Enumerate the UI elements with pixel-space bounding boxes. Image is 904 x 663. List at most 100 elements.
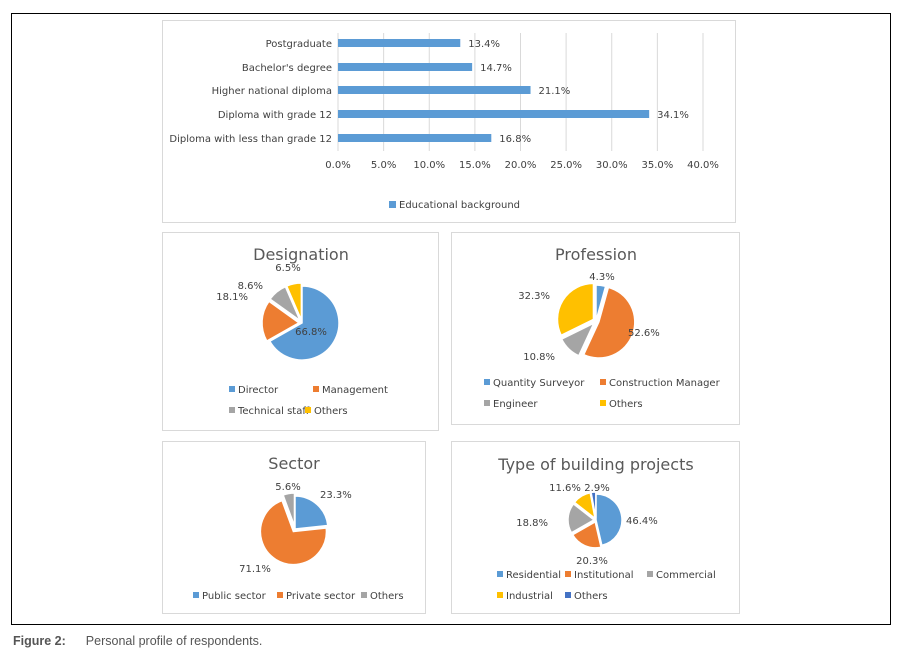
x-tick-label: 20.0% [505, 160, 537, 171]
legend-swatch [565, 592, 571, 598]
data-label: 4.3% [589, 272, 614, 283]
legend-swatch [361, 592, 367, 598]
category-label: Higher national diploma [212, 86, 332, 97]
data-label: 16.8% [499, 134, 531, 145]
bar [338, 86, 531, 94]
pie-slice [261, 300, 301, 343]
legend-label: Quantity Surveyor [493, 378, 585, 389]
pie-slice [269, 285, 302, 323]
data-label: 2.9% [584, 483, 609, 494]
legend-swatch [484, 379, 490, 385]
x-tick-label: 5.0% [371, 160, 396, 171]
data-label: 18.1% [216, 292, 248, 303]
legend-swatch [497, 592, 503, 598]
legend-label: Others [314, 406, 348, 417]
legend-label: Others [609, 399, 643, 410]
x-tick-label: 35.0% [641, 160, 673, 171]
legend-swatch [647, 571, 653, 577]
data-label: 11.6% [549, 483, 581, 494]
legend-label: Others [574, 591, 608, 602]
pie-slice [573, 491, 597, 521]
legend-swatch [565, 571, 571, 577]
x-tick-label: 25.0% [550, 160, 582, 171]
data-label: 18.8% [516, 518, 548, 529]
building-projects-pie-svg: Type of building projects 46.4% 20.3% 18.8%… [497, 455, 716, 602]
category-label: Diploma with less than grade 12 [169, 134, 332, 145]
data-label: 23.3% [320, 490, 352, 501]
legend-swatch [313, 386, 319, 392]
legend-swatch [389, 201, 396, 208]
caption-text: Personal profile of respondents. [85, 634, 263, 648]
category-label: Postgraduate [266, 39, 332, 50]
pie-slice [268, 285, 340, 361]
chart-title: Profession [555, 245, 637, 264]
legend-swatch [193, 592, 199, 598]
data-label: 66.8% [295, 327, 327, 338]
legend-label: Engineer [493, 399, 538, 410]
data-label: 32.3% [518, 291, 550, 302]
data-label: 52.6% [628, 328, 660, 339]
legend-label: Public sector [202, 591, 267, 602]
legend-swatch [305, 407, 311, 413]
legend-label: Commercial [656, 570, 716, 581]
legend-swatch [484, 400, 490, 406]
data-label: 20.3% [576, 556, 608, 567]
chart-title: Designation [253, 245, 349, 264]
figure-frame [11, 13, 891, 625]
legend-label: Management [322, 385, 388, 396]
pie-slice [590, 491, 597, 519]
legend-swatch [600, 400, 606, 406]
pie-slice [571, 520, 602, 549]
pie-slice [595, 284, 607, 322]
pie-slice [282, 492, 296, 527]
pie-slice [259, 499, 328, 566]
data-label: 14.7% [480, 63, 512, 74]
legend-swatch [229, 407, 235, 413]
profession-pie-svg: Profession 4.3% 52.6% 10.8% 32.3% Quantity Su… [484, 245, 721, 410]
data-label: 71.1% [239, 564, 271, 575]
data-label: 34.1% [657, 110, 689, 121]
legend-label: Institutional [574, 570, 634, 581]
legend-label: Industrial [506, 591, 553, 602]
pie-slice [294, 495, 329, 530]
bar [338, 63, 473, 71]
x-tick-label: 15.0% [459, 160, 491, 171]
bar-chart-svg: 0.0% 5.0% 10.0% 15.0% 20.0% 25.0% 30.0% 35.0% 40… [169, 33, 719, 211]
pie-slice [560, 321, 596, 357]
x-tick-label: 30.0% [596, 160, 628, 171]
x-tick-label: 0.0% [325, 160, 350, 171]
data-label: 5.6% [275, 482, 300, 493]
legend-label: Educational background [399, 200, 520, 211]
data-label: 6.5% [275, 263, 300, 274]
pie-slice [595, 493, 623, 547]
legend-label: Others [370, 591, 404, 602]
profession-chart: Profession 4.3% 52.6% 10.8% 32.3% Quantity Su… [451, 232, 740, 425]
sector-chart: Sector 23.3% 71.1% 5.6% Public sector Private… [162, 441, 426, 614]
legend-label: Residential [506, 570, 561, 581]
designation-chart: Designation 66.8% 18.1% 8.6% 6.5% Director Man… [162, 232, 439, 431]
caption-label: Figure 2: [13, 634, 66, 648]
category-label: Diploma with grade 12 [218, 110, 332, 121]
figure-caption: Figure 2: Personal profile of respondents… [13, 634, 262, 648]
bar [338, 110, 650, 118]
legend-swatch [497, 571, 503, 577]
data-label: 46.4% [626, 516, 658, 527]
pie-slice [582, 286, 636, 359]
pie-slice [567, 502, 596, 534]
legend-label: Construction Manager [609, 378, 721, 389]
pie-slice [285, 282, 303, 321]
data-label: 10.8% [523, 352, 555, 363]
data-label: 8.6% [238, 281, 263, 292]
bar [338, 39, 461, 47]
data-label: 21.1% [539, 86, 571, 97]
building-projects-chart: Type of building projects 46.4% 20.3% 18.8%… [451, 441, 740, 614]
designation-pie-svg: Designation 66.8% 18.1%8.6% 6.5% Director Man… [216, 245, 388, 417]
sector-pie-svg: Sector 23.3% 71.1% 5.6% Public sector Private… [193, 454, 404, 602]
legend-label: Private sector [286, 591, 356, 602]
data-label: 13.4% [468, 39, 500, 50]
legend-label: Director [238, 385, 279, 396]
legend-swatch [229, 386, 235, 392]
legend-swatch [277, 592, 283, 598]
x-tick-label: 10.0% [413, 160, 445, 171]
x-tick-label: 40.0% [687, 160, 719, 171]
